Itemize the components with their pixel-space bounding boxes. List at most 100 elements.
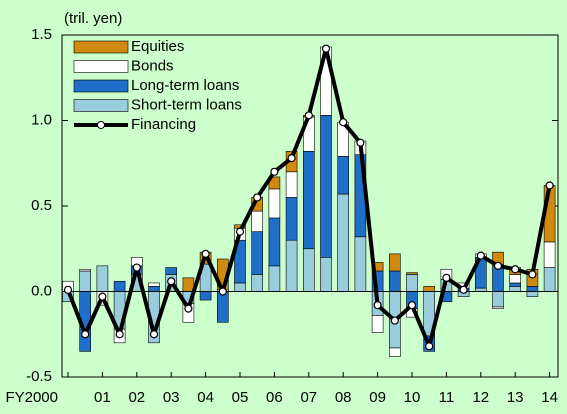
x-tick-label: 02: [128, 389, 145, 406]
financing-point: [476, 251, 485, 260]
bar-segment: [113, 280, 126, 292]
x-tick-label: 01: [94, 389, 111, 406]
x-tick-label: 12: [472, 389, 489, 406]
legend-label: Financing: [131, 116, 196, 133]
x-tick-label: 06: [266, 389, 283, 406]
legend-swatch: [73, 79, 129, 93]
financing-point: [321, 44, 331, 53]
bar-segment: [388, 270, 401, 292]
legend-label: Long-term loans: [131, 77, 239, 94]
bar-segment: [474, 287, 487, 292]
financing-point: [270, 167, 279, 176]
financing-point: [149, 330, 159, 339]
bar-segment: [79, 270, 91, 292]
bar-segment: [526, 291, 539, 297]
financing-point: [390, 316, 399, 325]
financing-point: [98, 292, 107, 301]
bar-segment: [492, 306, 504, 309]
bar-segment: [148, 282, 160, 287]
financing-point: [218, 287, 227, 296]
x-tick-label: 08: [335, 389, 352, 406]
bar-segment: [148, 286, 160, 292]
legend-label: Equities: [131, 38, 184, 55]
legend-swatch: [73, 99, 129, 112]
bar-segment: [268, 217, 281, 267]
y-tick-label: 1.0: [31, 111, 52, 128]
legend-swatch: [73, 60, 129, 73]
financing-point: [459, 285, 468, 294]
financing-point: [167, 277, 176, 286]
bar-segment: [543, 241, 556, 268]
x-tick-label: 11: [439, 389, 455, 406]
financing-point: [493, 261, 503, 270]
financing-point: [253, 193, 262, 202]
bar-segment: [268, 188, 281, 219]
bar-segment: [302, 150, 315, 250]
plot-frame: [61, 34, 559, 378]
financing-point: [63, 285, 73, 294]
bar-segment: [79, 268, 91, 272]
legend-label: Short-term loans: [131, 96, 242, 113]
bar-segment: [302, 248, 315, 292]
bar-segment: [354, 236, 367, 292]
bar-segment: [320, 256, 332, 292]
bar-segment: [268, 265, 281, 292]
financing-point: [287, 154, 296, 163]
bar-segment: [406, 274, 418, 292]
financing-point: [132, 263, 141, 272]
financing-point: [511, 265, 520, 274]
bar-segment: [182, 277, 195, 292]
financing-point: [356, 138, 365, 147]
legend-marker: [97, 121, 105, 129]
bar-segment: [165, 267, 177, 275]
bar-segment: [509, 286, 522, 292]
bar-segment: [509, 274, 522, 284]
bar-segment: [492, 291, 504, 308]
financing-point: [545, 181, 554, 190]
bar-segment: [388, 253, 401, 272]
bar-segment: [217, 291, 229, 323]
bar-segment: [285, 171, 298, 198]
bar-segment: [96, 265, 109, 292]
bar-segment: [285, 197, 298, 241]
x-tick-label: 07: [300, 389, 317, 406]
bar-segment: [509, 282, 522, 287]
financing-point: [201, 249, 210, 258]
y-tick-label: 0.5: [31, 197, 52, 214]
x-tick-label: 10: [404, 389, 421, 406]
y-tick-label: -0.5: [26, 368, 52, 385]
bar-segment: [251, 231, 263, 275]
bar-segment: [320, 115, 332, 258]
bar-segment: [251, 274, 263, 292]
legend-label: Bonds: [131, 57, 174, 74]
bar-segment: [406, 272, 418, 275]
financing-point: [235, 227, 245, 236]
bar-segment: [526, 286, 539, 292]
x-tick-label: 03: [163, 389, 180, 406]
bar-segment: [234, 282, 246, 292]
bar-segment: [285, 239, 298, 292]
legend: Equities Bonds Long-term loans Short-term l…: [73, 38, 242, 133]
x-tick-label: 05: [232, 389, 249, 406]
x-tick-label: FY2000: [5, 389, 58, 406]
financing-point: [304, 111, 313, 120]
financing-point: [425, 342, 434, 351]
financing-point: [528, 270, 537, 279]
financing-point: [115, 330, 124, 339]
legend-swatch: [73, 40, 129, 54]
financing-point: [373, 301, 382, 310]
financing-point: [184, 304, 193, 313]
x-tick-label: 13: [507, 389, 524, 406]
financing-point: [442, 273, 451, 282]
bar-segment: [371, 315, 384, 333]
financing-point: [407, 301, 417, 310]
financing-point: [81, 330, 90, 339]
x-tick-label: 09: [369, 389, 386, 406]
financing-point: [339, 118, 348, 127]
bar-segment: [337, 193, 350, 292]
y-tick-label: 0.0: [31, 282, 52, 299]
unit-label: (tril. yen): [64, 10, 122, 27]
x-tick-label: 14: [541, 389, 558, 406]
bar-segment: [423, 286, 436, 292]
